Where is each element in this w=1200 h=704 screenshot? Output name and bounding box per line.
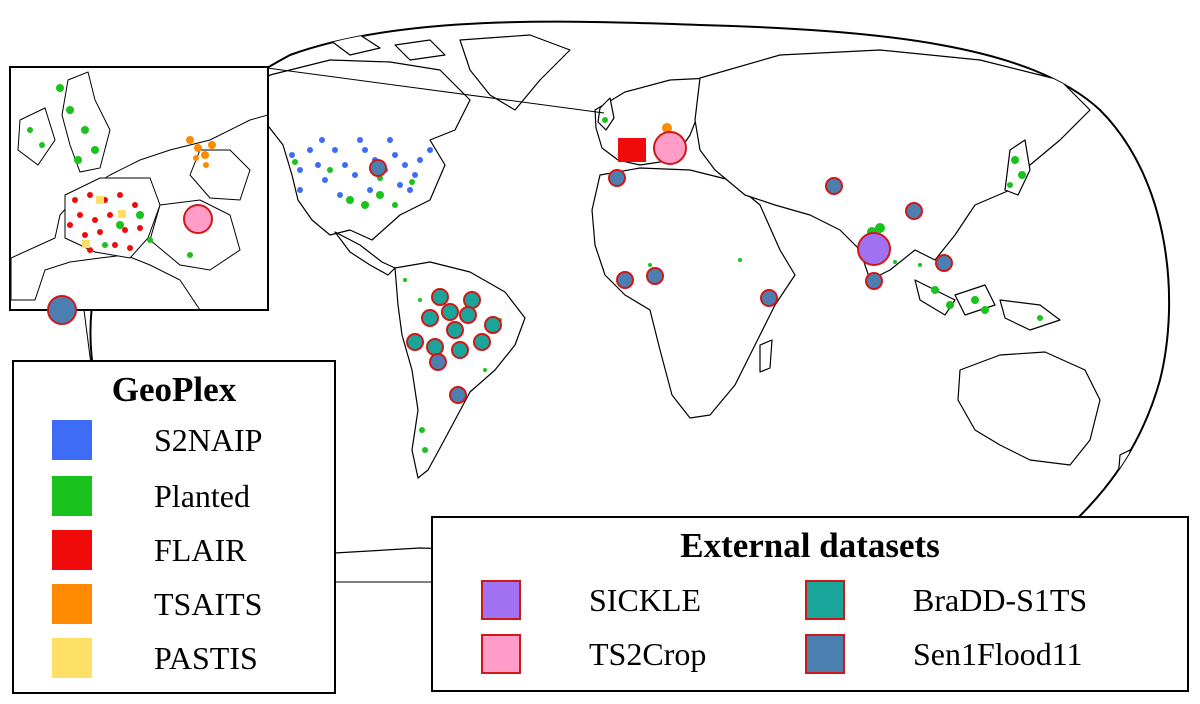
legend-item-sen1flood11: Sen1Flood11 xyxy=(805,634,1135,674)
legend-item-tsaits: TSAITS xyxy=(52,584,332,624)
japan-outline xyxy=(1004,139,1031,196)
greenland-outline xyxy=(459,34,571,111)
legend-label: FLAIR xyxy=(154,532,247,568)
flair-region xyxy=(618,138,646,162)
external-legend-title: External datasets xyxy=(680,526,940,565)
legend-item-flair: FLAIR xyxy=(52,530,332,570)
legend-label: SICKLE xyxy=(589,582,701,618)
tsaits-point xyxy=(662,123,672,133)
legend-item-sickle: SICKLE xyxy=(481,580,811,620)
legend-swatch xyxy=(52,638,92,678)
legend-swatch xyxy=(481,580,521,620)
legend-label: BraDD-S1TS xyxy=(913,582,1088,618)
legend-swatch xyxy=(52,420,92,460)
europe-inset xyxy=(9,66,269,325)
uk-outline xyxy=(597,97,615,131)
geoplex-legend-title: GeoPlex xyxy=(111,370,237,409)
madagascar-outline xyxy=(759,339,773,373)
legend-label: Sen1Flood11 xyxy=(913,636,1083,672)
inset-pastis xyxy=(82,196,126,248)
legend-label: S2NAIP xyxy=(154,422,263,458)
indonesia-outline xyxy=(914,279,1061,331)
legend-swatch xyxy=(481,634,521,674)
legend-item-planted: Planted xyxy=(52,476,332,516)
planted-points xyxy=(292,117,1043,453)
legend-item-s2naip: S2NAIP xyxy=(52,420,332,460)
legend-item-bradd-s1ts: BraDD-S1TS xyxy=(805,580,1135,620)
legend-item-ts2crop: TS2Crop xyxy=(481,634,811,674)
asia-outline xyxy=(694,49,1091,281)
inset-ts2crop-marker xyxy=(183,204,213,234)
legend-swatch xyxy=(52,476,92,516)
geoplex-legend: GeoPlex S2NAIP Planted FLAIR TSAITS PAST… xyxy=(12,360,336,694)
legend-swatch xyxy=(805,580,845,620)
inset-sen1flood11-marker xyxy=(47,295,77,325)
external-markers xyxy=(369,131,953,404)
legend-item-pastis: PASTIS xyxy=(52,638,332,678)
legend-swatch xyxy=(52,584,92,624)
australia-outline xyxy=(957,351,1101,466)
external-datasets-legend: External datasets SICKLE BraDD-S1TS TS2C… xyxy=(431,516,1189,692)
new-zealand-outline xyxy=(1117,449,1131,481)
inset-flair xyxy=(67,192,143,253)
north-america-outline xyxy=(249,59,471,241)
inset-planted xyxy=(27,84,193,258)
legend-swatch xyxy=(52,530,92,570)
inset-tsaits xyxy=(186,136,216,168)
legend-label: TS2Crop xyxy=(589,636,707,672)
legend-swatch xyxy=(805,634,845,674)
central-america-outline xyxy=(334,231,396,276)
legend-label: TSAITS xyxy=(154,586,263,622)
inset-connector-top xyxy=(266,67,605,114)
legend-label: Planted xyxy=(154,478,250,514)
legend-label: PASTIS xyxy=(154,640,258,676)
s2naip-points xyxy=(289,137,433,198)
